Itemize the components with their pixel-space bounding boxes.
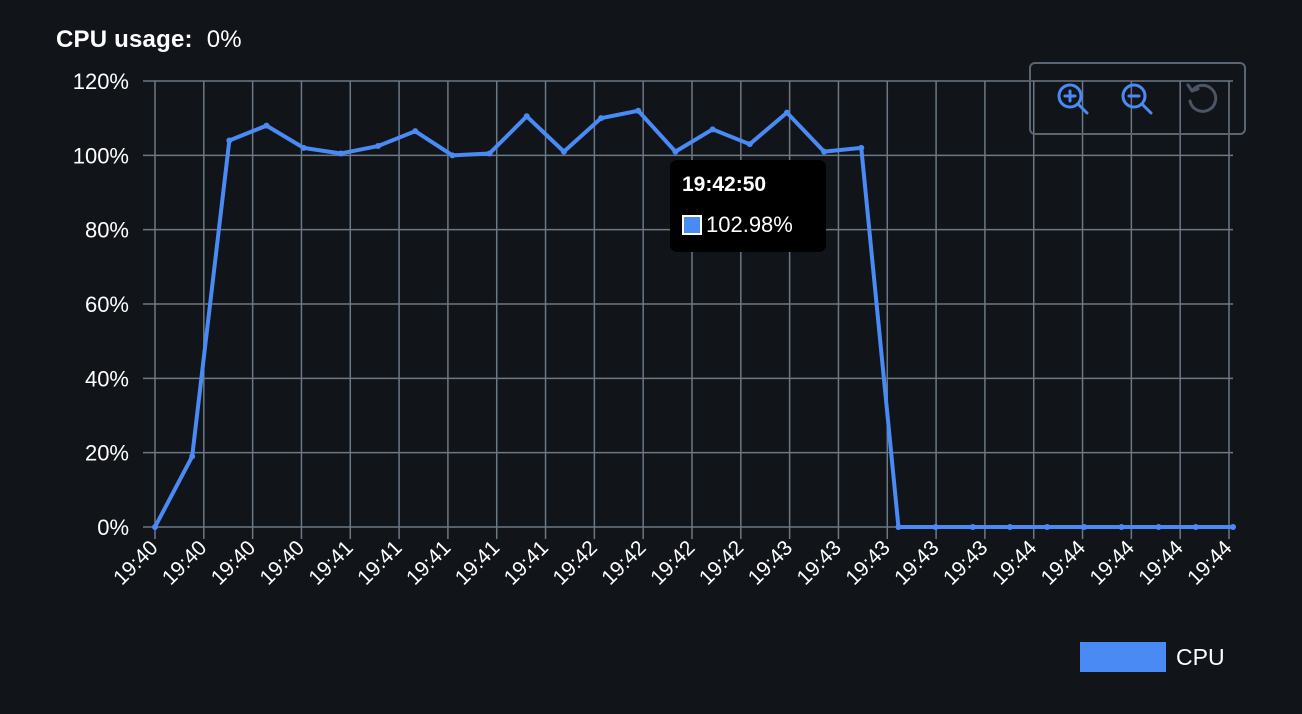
x-tick-label: 19:42 — [646, 536, 699, 589]
y-axis-ticks: 0% 20% 40% 60% 80% 100% 120% — [73, 69, 129, 540]
x-tick-label: 19:42 — [695, 536, 748, 589]
chart-tooltip: 19:42:50 102.98% — [670, 160, 826, 252]
tooltip-time: 19:42:50 — [682, 173, 767, 196]
legend-swatch — [1080, 642, 1166, 672]
series-line-cpu — [153, 108, 1233, 529]
cpu-usage-header: CPU usage: 0% — [56, 26, 242, 54]
x-tick-label: 19:40 — [256, 536, 309, 589]
x-tick-label: 19:43 — [890, 536, 943, 589]
data-point — [672, 148, 679, 155]
x-tick-label: 19:44 — [1037, 536, 1091, 590]
x-tick-label: 19:44 — [988, 536, 1042, 590]
data-point — [152, 524, 158, 530]
data-point — [263, 122, 270, 129]
data-point — [560, 148, 567, 155]
x-tick-label: 19:44 — [1085, 536, 1139, 590]
x-tick-label: 19:40 — [207, 536, 260, 589]
data-point — [1192, 524, 1199, 530]
data-point — [486, 150, 493, 157]
data-point — [1081, 524, 1088, 530]
zoom-out-icon — [1121, 83, 1153, 114]
x-tick-label: 19:44 — [1134, 536, 1188, 590]
x-axis-ticks: 19:4019:4019:4019:4019:4119:4119:4119:41… — [109, 536, 1237, 590]
data-point — [1155, 524, 1162, 530]
data-point — [1118, 524, 1125, 530]
data-point — [783, 109, 790, 116]
chart-series — [152, 107, 1236, 530]
data-point — [375, 143, 382, 150]
y-tick-label: 80% — [85, 218, 129, 243]
data-point — [821, 148, 828, 155]
data-point — [449, 152, 456, 159]
chart-toolbar — [1029, 62, 1246, 135]
x-tick-label: 19:43 — [744, 536, 797, 589]
x-tick-label: 19:44 — [1183, 536, 1237, 590]
y-tick-label: 100% — [73, 143, 129, 168]
data-point — [895, 524, 902, 530]
data-point — [858, 144, 865, 151]
data-point — [226, 137, 233, 144]
data-point — [969, 524, 976, 530]
tooltip-swatch — [682, 215, 702, 235]
zoom-in-button[interactable] — [1053, 79, 1093, 119]
data-point — [337, 150, 344, 157]
x-tick-label: 19:42 — [548, 536, 601, 589]
x-tick-label: 19:40 — [109, 536, 162, 589]
x-tick-label: 19:41 — [304, 536, 357, 589]
data-point — [709, 126, 716, 133]
x-tick-label: 19:43 — [793, 536, 846, 589]
data-point — [1044, 524, 1051, 530]
data-point — [189, 453, 196, 460]
data-point — [523, 113, 530, 120]
x-tick-label: 19:40 — [158, 536, 211, 589]
reset-zoom-icon — [1186, 83, 1218, 113]
data-point — [598, 115, 605, 122]
tooltip-row: 102.98% — [682, 212, 814, 238]
tooltip-value: 102.98% — [706, 212, 793, 237]
cpu-usage-value: 0% — [206, 26, 242, 53]
data-point — [1006, 524, 1013, 530]
y-tick-label: 120% — [73, 69, 129, 94]
data-point — [635, 107, 642, 114]
chart-grid — [143, 80, 1233, 539]
x-tick-label: 19:41 — [500, 536, 553, 589]
x-tick-label: 19:43 — [841, 536, 894, 589]
data-point — [932, 524, 939, 530]
x-tick-label: 19:42 — [597, 536, 650, 589]
x-tick-label: 19:43 — [939, 536, 992, 589]
y-tick-label: 0% — [97, 515, 129, 540]
y-tick-label: 20% — [85, 441, 129, 466]
chart-legend[interactable]: CPU — [1080, 642, 1225, 672]
zoom-in-icon — [1057, 83, 1089, 114]
y-tick-label: 40% — [85, 366, 129, 391]
data-point — [300, 144, 307, 151]
reset-zoom-button[interactable] — [1182, 79, 1222, 119]
x-tick-label: 19:41 — [402, 536, 455, 589]
data-point — [1230, 524, 1236, 530]
y-tick-label: 60% — [85, 292, 129, 317]
x-tick-label: 19:41 — [353, 536, 406, 589]
zoom-out-button[interactable] — [1117, 79, 1157, 119]
x-tick-label: 19:41 — [451, 536, 504, 589]
data-point — [412, 128, 419, 135]
cpu-usage-label: CPU usage: — [56, 26, 193, 53]
legend-label: CPU — [1176, 643, 1225, 670]
data-point — [746, 141, 753, 148]
